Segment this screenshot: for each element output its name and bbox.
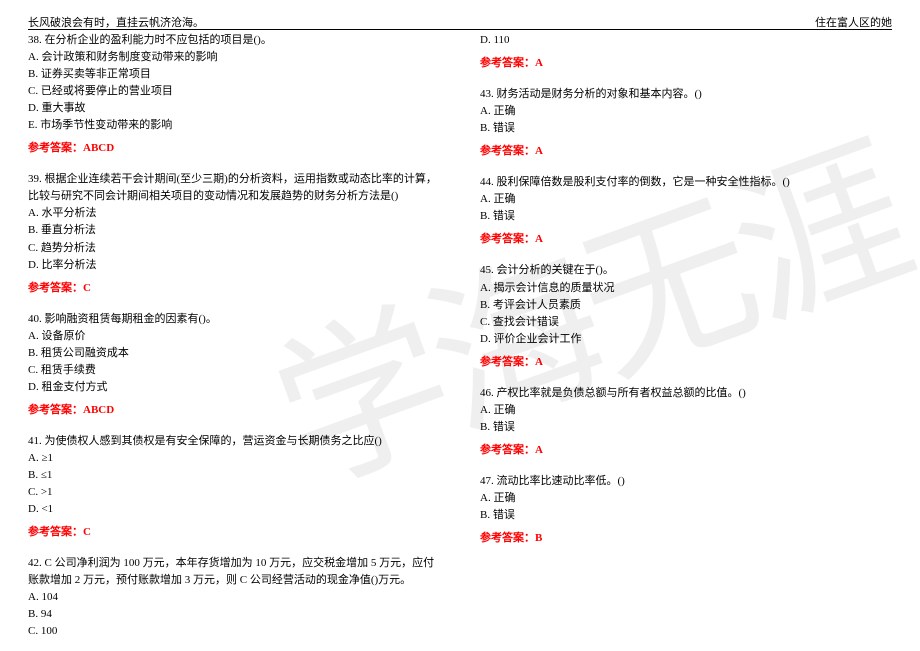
question-stem: 45. 会计分析的关键在于()。 — [480, 262, 892, 279]
question-block: 41. 为使债权人感到其债权是有安全保障的，营运资金与长期债务之比应()A. ≥… — [28, 433, 440, 541]
question-option: C. 100 — [28, 623, 440, 640]
question-block: 45. 会计分析的关键在于()。A. 揭示会计信息的质量状况B. 考评会计人员素… — [480, 262, 892, 370]
question-option: A. 正确 — [480, 103, 892, 120]
question-option: D. 租金支付方式 — [28, 379, 440, 396]
question-stem: 46. 产权比率就是负债总额与所有者权益总额的比值。() — [480, 385, 892, 402]
question-option: C. 租赁手续费 — [28, 362, 440, 379]
question-option: A. 会计政策和财务制度变动带来的影响 — [28, 49, 440, 66]
answer-label: 参考答案： — [28, 404, 83, 416]
header-right: 住在富人区的她 — [815, 14, 892, 30]
question-option: B. 错误 — [480, 208, 892, 225]
answer-label: 参考答案： — [28, 142, 83, 154]
question-option: D. 比率分析法 — [28, 257, 440, 274]
question-option: A. 水平分析法 — [28, 205, 440, 222]
answer-line: 参考答案：ABCD — [28, 140, 440, 157]
left-column: 38. 在分析企业的盈利能力时不应包括的项目是()。A. 会计政策和财务制度变动… — [28, 32, 440, 651]
answer-label: 参考答案： — [28, 282, 83, 294]
page-header: 长风破浪会有时，直挂云帆济沧海。 住在富人区的她 — [28, 14, 892, 30]
question-stem: 40. 影响融资租赁每期租金的因素有()。 — [28, 311, 440, 328]
question-option: D. 110 — [480, 32, 892, 49]
question-option: D. 重大事故 — [28, 100, 440, 117]
question-block: 38. 在分析企业的盈利能力时不应包括的项目是()。A. 会计政策和财务制度变动… — [28, 32, 440, 157]
answer-value: A — [535, 444, 543, 456]
question-stem: 44. 股利保障倍数是股利支付率的倒数，它是一种安全性指标。() — [480, 174, 892, 191]
answer-value: A — [535, 57, 543, 69]
question-option: C. 趋势分析法 — [28, 240, 440, 257]
answer-value: ABCD — [83, 404, 114, 416]
question-stem: 43. 财务活动是财务分析的对象和基本内容。() — [480, 86, 892, 103]
question-block: 40. 影响融资租赁每期租金的因素有()。A. 设备原价B. 租赁公司融资成本C… — [28, 311, 440, 419]
question-option: A. ≥1 — [28, 450, 440, 467]
answer-value: C — [83, 526, 91, 538]
question-block: 47. 流动比率比速动比率低。()A. 正确B. 错误参考答案：B — [480, 473, 892, 547]
question-option: D. 评价企业会计工作 — [480, 331, 892, 348]
answer-line: 参考答案：A — [480, 354, 892, 371]
answer-label: 参考答案： — [480, 356, 535, 368]
question-option: B. 错误 — [480, 419, 892, 436]
question-option: A. 正确 — [480, 191, 892, 208]
question-stem: 47. 流动比率比速动比率低。() — [480, 473, 892, 490]
question-option: B. ≤1 — [28, 467, 440, 484]
answer-label: 参考答案： — [28, 526, 83, 538]
question-option: A. 设备原价 — [28, 328, 440, 345]
answer-line: 参考答案：A — [480, 231, 892, 248]
question-option: E. 市场季节性变动带来的影响 — [28, 117, 440, 134]
answer-value: B — [535, 532, 542, 544]
question-option: D. <1 — [28, 501, 440, 518]
answer-line: 参考答案：A — [480, 143, 892, 160]
question-stem: 41. 为使债权人感到其债权是有安全保障的，营运资金与长期债务之比应() — [28, 433, 440, 450]
question-option: B. 错误 — [480, 120, 892, 137]
answer-line: 参考答案：B — [480, 530, 892, 547]
answer-line: 参考答案：ABCD — [28, 402, 440, 419]
question-option: B. 94 — [28, 606, 440, 623]
question-option: B. 错误 — [480, 507, 892, 524]
question-block: 43. 财务活动是财务分析的对象和基本内容。()A. 正确B. 错误参考答案：A — [480, 86, 892, 160]
answer-value: ABCD — [83, 142, 114, 154]
answer-label: 参考答案： — [480, 145, 535, 157]
answer-line: 参考答案：A — [480, 442, 892, 459]
question-option: A. 正确 — [480, 402, 892, 419]
question-option: B. 证券买卖等非正常项目 — [28, 66, 440, 83]
answer-label: 参考答案： — [480, 444, 535, 456]
answer-line: 参考答案：C — [28, 280, 440, 297]
question-block: D. 110 参考答案：A — [480, 32, 892, 72]
question-block: 39. 根据企业连续若干会计期间(至少三期)的分析资料，运用指数或动态比率的计算… — [28, 171, 440, 296]
header-rule — [28, 29, 892, 30]
question-option: B. 考评会计人员素质 — [480, 297, 892, 314]
question-stem: 39. 根据企业连续若干会计期间(至少三期)的分析资料，运用指数或动态比率的计算… — [28, 171, 440, 205]
question-option: C. >1 — [28, 484, 440, 501]
question-option: C. 已经或将要停止的营业项目 — [28, 83, 440, 100]
question-option: A. 正确 — [480, 490, 892, 507]
answer-label: 参考答案： — [480, 532, 535, 544]
question-option: B. 垂直分析法 — [28, 222, 440, 239]
answer-label: 参考答案： — [480, 57, 535, 69]
question-block: 42. C 公司净利润为 100 万元，本年存货增加为 10 万元，应交税金增加… — [28, 555, 440, 640]
right-column: D. 110参考答案：A43. 财务活动是财务分析的对象和基本内容。()A. 正… — [480, 32, 892, 651]
answer-line: 参考答案：A — [480, 55, 892, 72]
question-option: B. 租赁公司融资成本 — [28, 345, 440, 362]
question-option: C. 查找会计错误 — [480, 314, 892, 331]
question-option: A. 104 — [28, 589, 440, 606]
answer-value: A — [535, 145, 543, 157]
question-block: 44. 股利保障倍数是股利支付率的倒数，它是一种安全性指标。()A. 正确B. … — [480, 174, 892, 248]
content-area: 38. 在分析企业的盈利能力时不应包括的项目是()。A. 会计政策和财务制度变动… — [28, 32, 892, 651]
answer-value: C — [83, 282, 91, 294]
header-quote: 长风破浪会有时，直挂云帆济沧海。 — [28, 14, 204, 30]
question-stem: 42. C 公司净利润为 100 万元，本年存货增加为 10 万元，应交税金增加… — [28, 555, 440, 589]
answer-value: A — [535, 233, 543, 245]
answer-value: A — [535, 356, 543, 368]
answer-label: 参考答案： — [480, 233, 535, 245]
answer-line: 参考答案：C — [28, 524, 440, 541]
question-stem: 38. 在分析企业的盈利能力时不应包括的项目是()。 — [28, 32, 440, 49]
question-option: A. 揭示会计信息的质量状况 — [480, 280, 892, 297]
question-block: 46. 产权比率就是负债总额与所有者权益总额的比值。()A. 正确B. 错误参考… — [480, 385, 892, 459]
